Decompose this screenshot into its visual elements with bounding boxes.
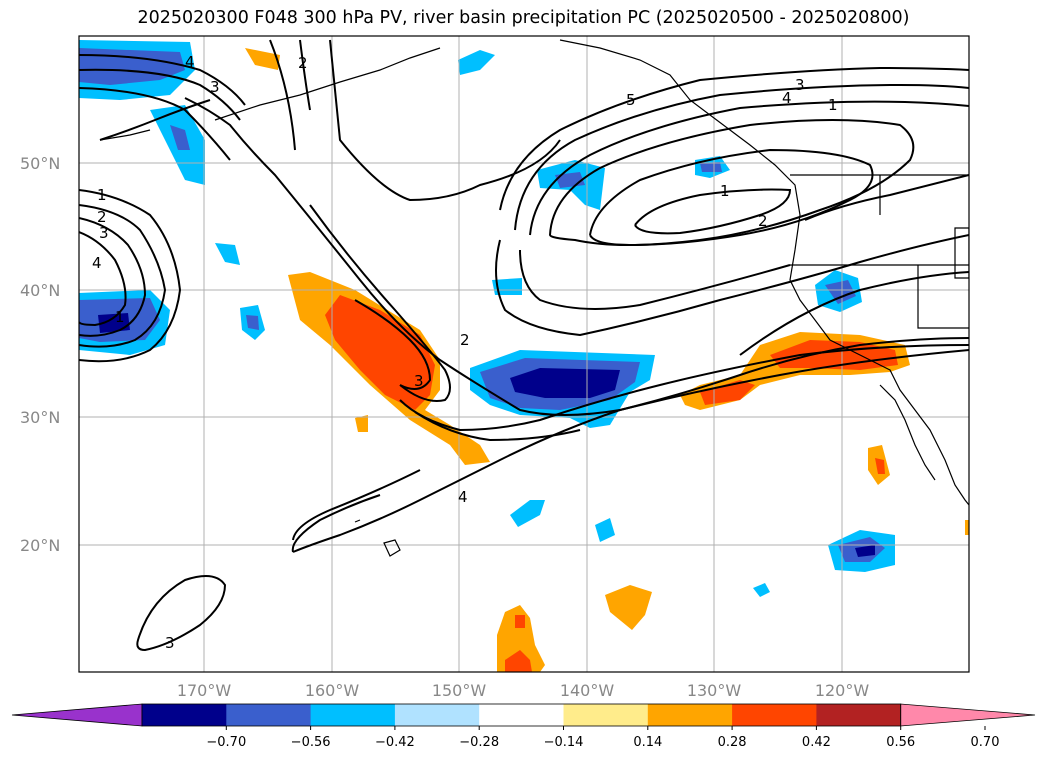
- lon-label-130w: 130°W: [687, 681, 742, 700]
- colorbar-segment: [226, 704, 312, 726]
- colorbar-tick-label: −0.56: [291, 735, 331, 750]
- colorbar: −0.70 −0.56 −0.42 −0.28 −0.14 0.14 0.28 0.42 0.5…: [11, 703, 1036, 750]
- gridlines: [79, 36, 969, 672]
- contour-label: 2: [758, 212, 768, 230]
- contour-label: 1: [115, 308, 125, 326]
- contour-label: 1: [97, 186, 107, 204]
- lon-label-140w: 140°W: [560, 681, 615, 700]
- colorbar-tick-label: −0.28: [459, 735, 499, 750]
- contour-label: 2: [460, 331, 470, 349]
- latitude-labels: 20°N 30°N 40°N 50°N: [20, 154, 60, 555]
- contour-label: 4: [92, 254, 102, 272]
- contour-label: 5: [626, 91, 636, 109]
- contour-label: 4: [458, 488, 468, 506]
- colorbar-tick-label: 0.14: [633, 735, 662, 750]
- lat-label-40n: 40°N: [20, 281, 60, 300]
- colorbar-tick-label: 0.42: [802, 735, 831, 750]
- lon-label-150w: 150°W: [432, 681, 487, 700]
- pv-contours: [79, 39, 969, 652]
- contour-label: 3: [210, 78, 220, 96]
- colorbar-extend-high: [900, 703, 1036, 727]
- longitude-labels: 170°W 160°W 150°W 140°W 130°W 120°W: [177, 681, 870, 700]
- colorbar-segment: [647, 704, 733, 726]
- contour-label: 3: [414, 372, 424, 390]
- contour-label: 1: [720, 182, 730, 200]
- colorbar-tick-label: −0.14: [544, 735, 584, 750]
- colorbar-border: [141, 703, 902, 727]
- lon-label-170w: 170°W: [177, 681, 232, 700]
- precip-orange-south: [497, 605, 545, 672]
- contour-label: 4: [185, 53, 195, 71]
- lon-label-160w: 160°W: [305, 681, 360, 700]
- lat-label-50n: 50°N: [20, 154, 60, 173]
- map-title: 2025020300 F048 300 hPa PV, river basin …: [137, 8, 910, 28]
- coastlines: [99, 39, 969, 557]
- colorbar-segment: [816, 704, 902, 726]
- lat-label-30n: 30°N: [20, 408, 60, 427]
- lon-label-120w: 120°W: [815, 681, 870, 700]
- colorbar-segment: [479, 704, 564, 726]
- colorbar-segment: [732, 704, 817, 726]
- pv-contour-labels: 4 3 2 1 2 3 4 1 2 3 5 4 3 4 1 1 2 3: [92, 53, 838, 652]
- contour-label: 3: [165, 634, 175, 652]
- colorbar-tick-label: 0.70: [971, 735, 1000, 750]
- map-frame: [78, 35, 970, 673]
- contour-label: 4: [782, 89, 792, 107]
- contour-label: 1: [828, 96, 838, 114]
- colorbar-extend-low: [11, 703, 143, 727]
- lat-label-20n: 20°N: [20, 536, 60, 555]
- contour-label: 2: [97, 208, 107, 226]
- contour-label: 2: [298, 54, 308, 72]
- contour-label: 3: [795, 76, 805, 94]
- contour-label: 3: [99, 224, 109, 242]
- colorbar-tick-label: 0.56: [886, 735, 915, 750]
- colorbar-tick-label: −0.70: [206, 735, 246, 750]
- colorbar-tick-label: 0.28: [718, 735, 747, 750]
- colorbar-segment: [563, 704, 649, 726]
- map-plot-area: 4 3 2 1 2 3 4 1 2 3 5 4 3 4 1 1 2 3: [79, 36, 969, 672]
- colorbar-tick-label: −0.42: [375, 735, 415, 750]
- colorbar-segment: [310, 704, 396, 726]
- colorbar-segment: [394, 704, 480, 726]
- colorbar-segment: [142, 704, 227, 726]
